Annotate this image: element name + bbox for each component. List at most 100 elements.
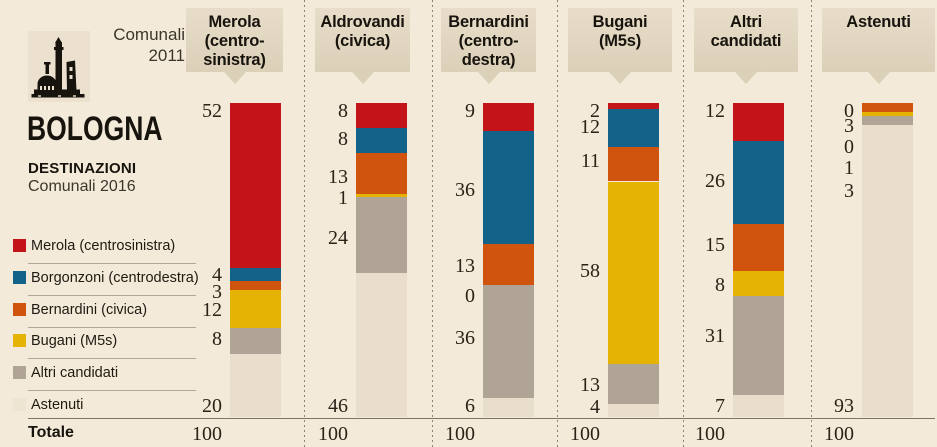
legend-item-label: Bugani (M5s) xyxy=(31,333,118,349)
down-pointer-icon xyxy=(477,72,500,84)
origin-election-label: Comunali 2011 xyxy=(90,24,185,66)
origin-election-line1: Comunali xyxy=(113,25,185,44)
column-header-text: Astenuti xyxy=(846,13,911,31)
bar-segment-orange xyxy=(862,103,913,113)
column-total-value: 100 xyxy=(445,423,475,445)
bar-segment-red xyxy=(230,103,281,268)
legend-swatch-blue xyxy=(13,271,26,284)
bar-segment-gray xyxy=(356,197,407,273)
column-total-value: 100 xyxy=(570,423,600,445)
segment-value-label: 13 xyxy=(580,374,600,396)
column-total-value: 100 xyxy=(824,423,854,445)
section-label: DESTINAZIONI xyxy=(28,160,137,177)
bar-segment-beige xyxy=(230,353,281,417)
segment-value-label: 13 xyxy=(455,255,475,277)
column-header-box: Astenuti xyxy=(822,8,935,72)
bar-segment-gray xyxy=(230,328,281,354)
column-divider-dotted xyxy=(432,0,433,447)
bar-segment-orange xyxy=(230,280,281,291)
legend-separator xyxy=(28,295,196,296)
segment-value-label: 3 xyxy=(844,180,854,202)
column-divider-dotted xyxy=(683,0,684,447)
legend-separator xyxy=(28,358,196,359)
column-divider-dotted xyxy=(304,0,305,447)
bar-segment-yellow xyxy=(862,112,913,116)
segment-value-label: 6 xyxy=(465,395,475,417)
bar-segment-beige xyxy=(483,398,534,417)
bar-segment-red xyxy=(483,103,534,132)
bar-segment-orange xyxy=(483,244,534,286)
origin-election-line2: 2011 xyxy=(148,46,185,65)
column-header-box: Bernardini (centro- destra) xyxy=(441,8,536,72)
legend-separator xyxy=(28,390,196,391)
segment-value-label: 36 xyxy=(455,327,475,349)
segment-value-label: 52 xyxy=(202,100,222,122)
legend-swatch-yellow xyxy=(13,334,26,347)
column-total-value: 100 xyxy=(192,423,222,445)
segment-value-label: 93 xyxy=(834,395,854,417)
legend-item-label: Astenuti xyxy=(31,397,84,413)
page-title: BOLOGNA xyxy=(27,110,163,148)
segment-value-label: 0 xyxy=(844,136,854,158)
down-pointer-icon xyxy=(609,72,631,84)
segment-value-label: 24 xyxy=(328,227,348,249)
segment-value-label: 3 xyxy=(212,281,222,303)
segment-value-label: 31 xyxy=(705,325,725,347)
segment-value-label: 46 xyxy=(328,395,348,417)
column-header-box: Aldrovandi (civica) xyxy=(315,8,410,72)
column-header-box: Bugani (M5s) xyxy=(568,8,672,72)
segment-value-label: 8 xyxy=(338,128,348,150)
bar-segment-orange xyxy=(356,153,407,195)
bar-segment-gray xyxy=(483,285,534,399)
legend-item-label: Altri candidati xyxy=(31,365,119,381)
legend-swatch-beige_light xyxy=(13,398,26,411)
column-header-text: Aldrovandi (civica) xyxy=(320,13,405,50)
segment-value-label: 11 xyxy=(580,150,600,172)
segment-value-label: 13 xyxy=(328,166,348,188)
segment-value-label: 1 xyxy=(338,187,348,209)
legend-item-label: Borgonzoni (centrodestra) xyxy=(31,270,199,286)
bar-segment-beige xyxy=(356,272,407,417)
legend-item-label: Merola (centrosinistra) xyxy=(31,238,176,254)
segment-value-label: 4 xyxy=(590,396,600,418)
bar-segment-red xyxy=(356,103,407,129)
segment-value-label: 12 xyxy=(705,100,725,122)
bar-segment-red xyxy=(608,103,659,110)
legend-separator xyxy=(28,327,196,328)
total-label: Totale xyxy=(28,424,74,441)
column-header-text: Bernardini (centro- destra) xyxy=(448,13,529,69)
segment-value-label: 0 xyxy=(844,100,854,122)
legend-separator xyxy=(28,263,196,264)
segment-value-label: 2 xyxy=(590,100,600,122)
segment-value-label: 58 xyxy=(580,260,600,282)
segment-value-label: 8 xyxy=(715,274,725,296)
legend-swatch-red xyxy=(13,239,26,252)
bar-segment-orange xyxy=(733,223,784,272)
segment-value-label: 0 xyxy=(465,285,475,307)
bar-segment-yellow xyxy=(230,290,281,329)
segment-value-label: 9 xyxy=(465,100,475,122)
column-header-text: Bugani (M5s) xyxy=(592,13,648,50)
down-pointer-icon xyxy=(223,72,246,84)
bar-segment-yellow xyxy=(733,271,784,297)
column-divider-dotted xyxy=(811,0,812,447)
segment-value-label: 4 xyxy=(212,264,222,286)
bar-segment-blue xyxy=(230,267,281,281)
column-header-box: Merola (centro- sinistra) xyxy=(186,8,283,72)
column-divider-dotted xyxy=(557,0,558,447)
column-header-box: Altri candidati xyxy=(694,8,798,72)
segment-value-label: 36 xyxy=(455,179,475,201)
bologna-skyline-icon xyxy=(28,31,90,102)
bar-segment-gray xyxy=(733,296,784,395)
bar-segment-orange xyxy=(608,146,659,182)
legend-item-label: Bernardini (civica) xyxy=(31,302,148,318)
bar-segment-blue xyxy=(356,128,407,154)
down-pointer-icon xyxy=(867,72,890,84)
bar-segment-yellow xyxy=(608,181,659,364)
bar-segment-yellow xyxy=(356,194,407,198)
bar-segment-blue xyxy=(733,141,784,224)
bar-segment-beige xyxy=(862,124,913,417)
segment-value-label: 8 xyxy=(212,328,222,350)
down-pointer-icon xyxy=(351,72,374,84)
